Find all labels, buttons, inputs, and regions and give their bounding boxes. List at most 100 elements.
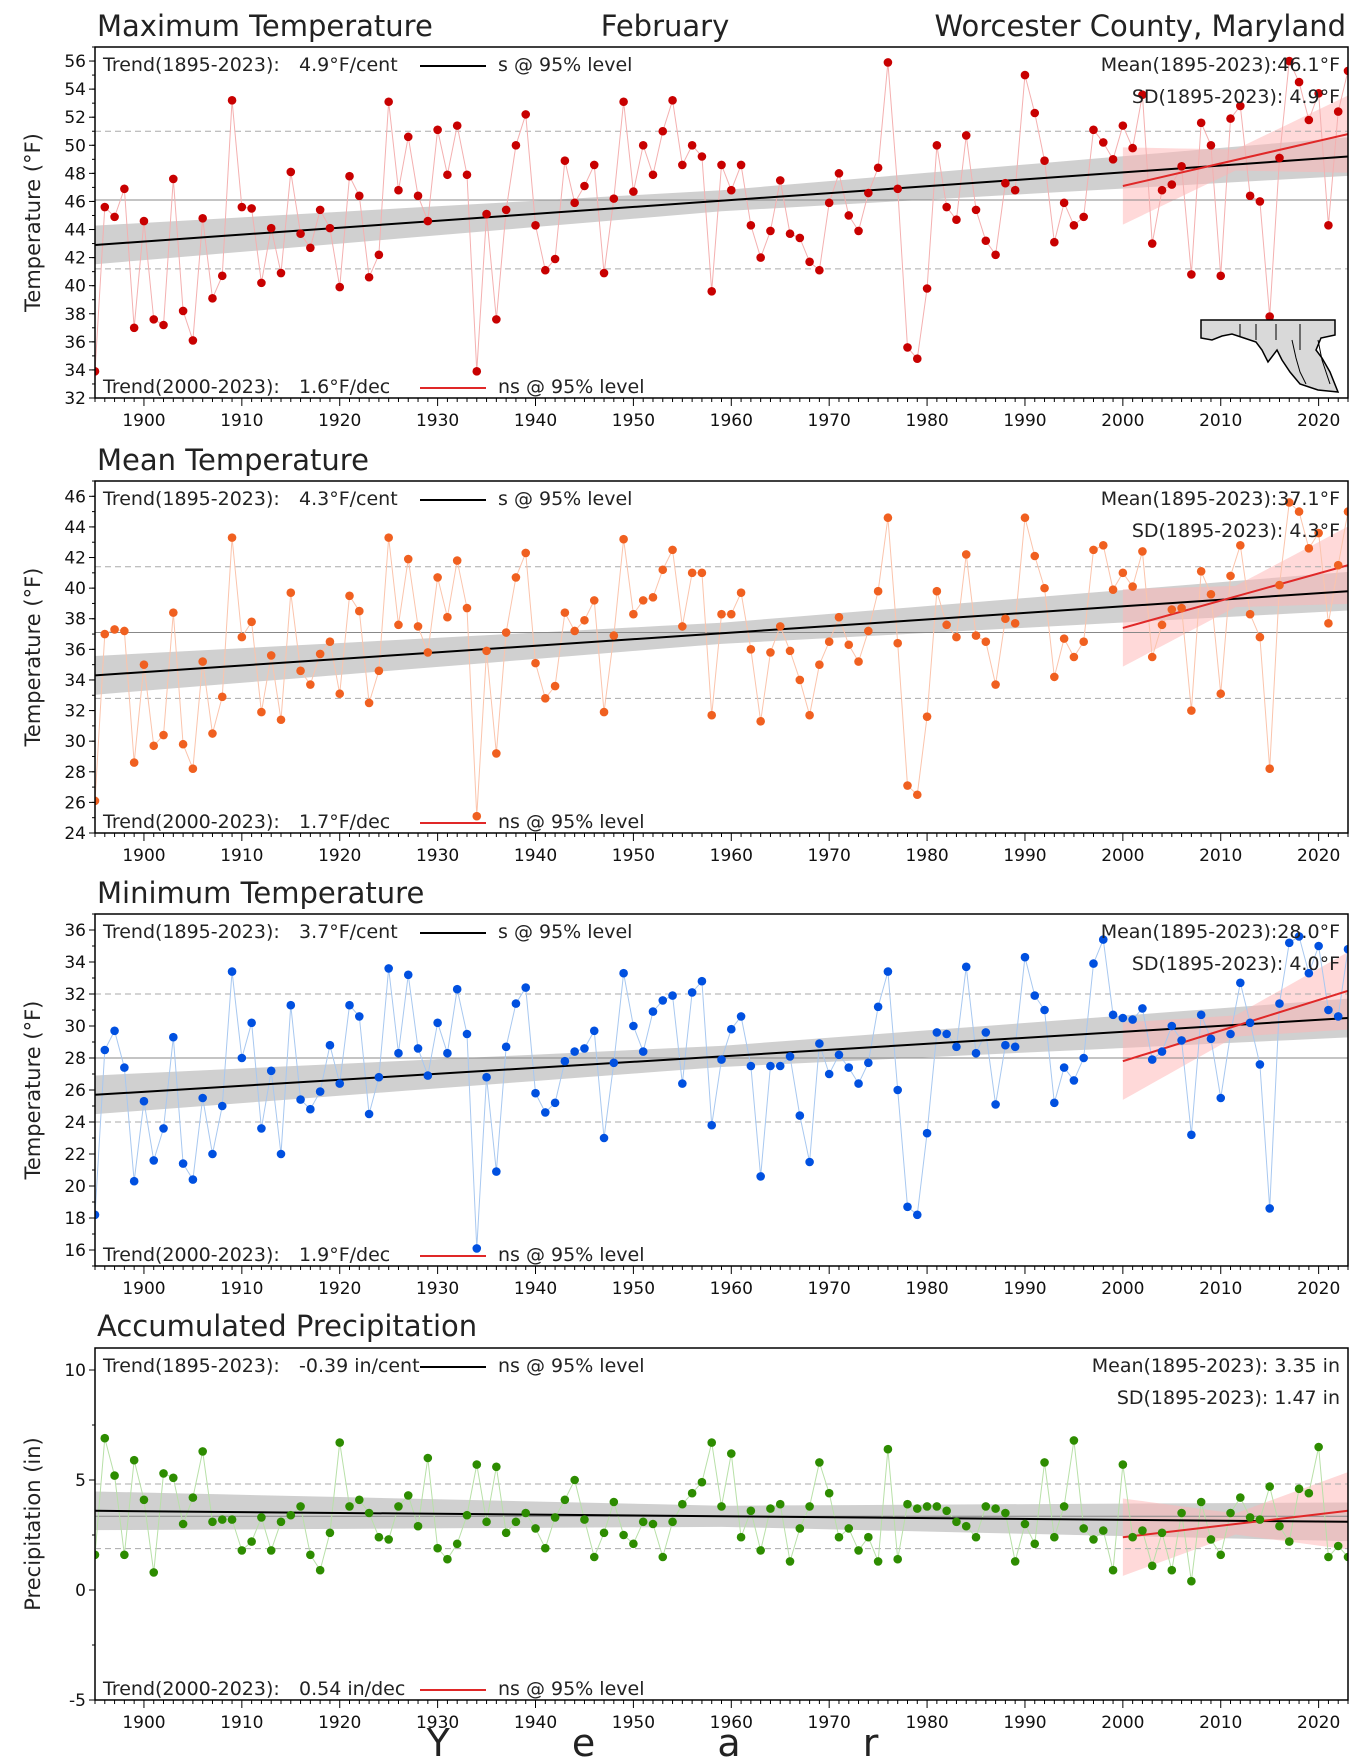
- data-point: [707, 1438, 717, 1447]
- data-point: [1324, 1552, 1333, 1562]
- y-tick-label: 24: [64, 1113, 86, 1133]
- data-point: [1010, 185, 1020, 195]
- x-tick-label: 1920: [318, 846, 361, 866]
- data-point: [638, 1047, 648, 1056]
- data-point: [1040, 583, 1049, 593]
- data-point: [482, 646, 491, 656]
- x-tick-label: 1980: [905, 846, 948, 866]
- y-tick-label: 0: [75, 1581, 86, 1601]
- x-tick-label: 1970: [808, 846, 851, 866]
- y-tick-label: 48: [64, 164, 86, 184]
- data-point: [227, 533, 237, 542]
- data-point: [1020, 1519, 1030, 1529]
- data-point: [981, 1502, 991, 1511]
- data-point: [452, 984, 462, 994]
- data-point: [452, 121, 462, 130]
- trend-recent-value: 1.6°F/dec: [299, 376, 390, 398]
- data-point: [834, 169, 844, 178]
- data-point: [1226, 571, 1235, 581]
- data-point: [903, 343, 912, 352]
- data-point: [834, 1050, 844, 1060]
- data-point: [159, 1124, 168, 1133]
- data-point: [286, 1000, 296, 1010]
- data-point: [766, 648, 775, 657]
- trend-recent-line: [1122, 564, 1348, 629]
- data-point: [482, 1517, 491, 1527]
- data-point: [1108, 155, 1118, 164]
- data-point: [198, 1093, 207, 1103]
- data-point: [237, 632, 247, 642]
- sd-text: SD(1895-2023): 1.47 in: [1117, 1387, 1340, 1409]
- maryland-county-line: [1239, 324, 1301, 350]
- data-point: [521, 110, 531, 119]
- data-point: [403, 970, 413, 980]
- data-point: [1020, 513, 1030, 523]
- data-point: [345, 591, 354, 601]
- data-point: [834, 1532, 844, 1542]
- x-tick-label: 1940: [514, 411, 557, 431]
- data-point: [678, 1079, 687, 1088]
- x-tick-label: 1920: [318, 1279, 361, 1299]
- data-point: [433, 573, 442, 582]
- data-point: [169, 608, 178, 617]
- data-point: [286, 167, 296, 177]
- trend-recent-label: Trend(2000-2023):: [102, 1244, 280, 1266]
- data-point: [1069, 1076, 1079, 1085]
- data-point: [629, 1539, 638, 1549]
- y-tick-label: 22: [64, 1145, 86, 1165]
- x-tick-label: 2000: [1101, 1713, 1144, 1733]
- data-point: [854, 1079, 863, 1088]
- data-point: [1157, 1047, 1167, 1056]
- trend-recent-significance: ns @ 95% level: [498, 1678, 644, 1700]
- data-point: [1284, 1537, 1294, 1546]
- trend-recent-line: [1122, 133, 1348, 187]
- data-point: [237, 1053, 247, 1063]
- data-point: [276, 1149, 286, 1159]
- y-tick-label: 56: [64, 52, 86, 72]
- data-point: [1040, 156, 1049, 166]
- data-point: [638, 1517, 648, 1527]
- x-tick-label: 1920: [318, 411, 361, 431]
- data-point: [1294, 1484, 1304, 1494]
- data-point: [1216, 1093, 1226, 1103]
- data-point: [883, 967, 893, 976]
- data-point: [443, 1554, 452, 1564]
- x-tick-label: 1990: [1003, 846, 1046, 866]
- data-point: [1108, 1010, 1118, 1020]
- data-point: [1001, 614, 1010, 624]
- data-point: [1226, 1508, 1235, 1518]
- data-point: [1089, 959, 1098, 968]
- data-point: [1324, 619, 1333, 628]
- data-point: [785, 1052, 795, 1061]
- data-point: [276, 1517, 286, 1527]
- chart-panel-4: Accumulated Precipitation -5 0 5 10 1900 1910 1…: [21, 1309, 1349, 1733]
- data-point: [120, 626, 129, 636]
- data-point: [756, 1546, 765, 1555]
- mean-text: Mean(1895-2023):46.1°F: [1101, 54, 1340, 76]
- header-center-month: February: [601, 9, 730, 43]
- data-point: [472, 1244, 482, 1253]
- data-point: [443, 612, 452, 622]
- data-point: [707, 710, 717, 720]
- data-point: [394, 620, 403, 630]
- data-point: [1138, 1526, 1147, 1535]
- data-point: [178, 306, 188, 316]
- y-tick-label: 28: [64, 763, 86, 783]
- data-point: [864, 1532, 873, 1542]
- data-point: [188, 764, 198, 774]
- data-point: [178, 1159, 188, 1168]
- data-point: [423, 648, 433, 657]
- data-point: [1118, 568, 1128, 578]
- data-point: [149, 315, 159, 324]
- data-point: [443, 170, 452, 180]
- data-point: [736, 1012, 746, 1021]
- data-point: [1245, 191, 1255, 201]
- data-point: [1177, 1508, 1186, 1518]
- data-point: [198, 1447, 207, 1456]
- data-point: [922, 1128, 932, 1138]
- data-point: [315, 1087, 325, 1096]
- data-point: [120, 1550, 129, 1560]
- y-tick-label: 36: [64, 921, 86, 941]
- y-tick-label: 5: [75, 1471, 86, 1491]
- data-point: [599, 1528, 609, 1538]
